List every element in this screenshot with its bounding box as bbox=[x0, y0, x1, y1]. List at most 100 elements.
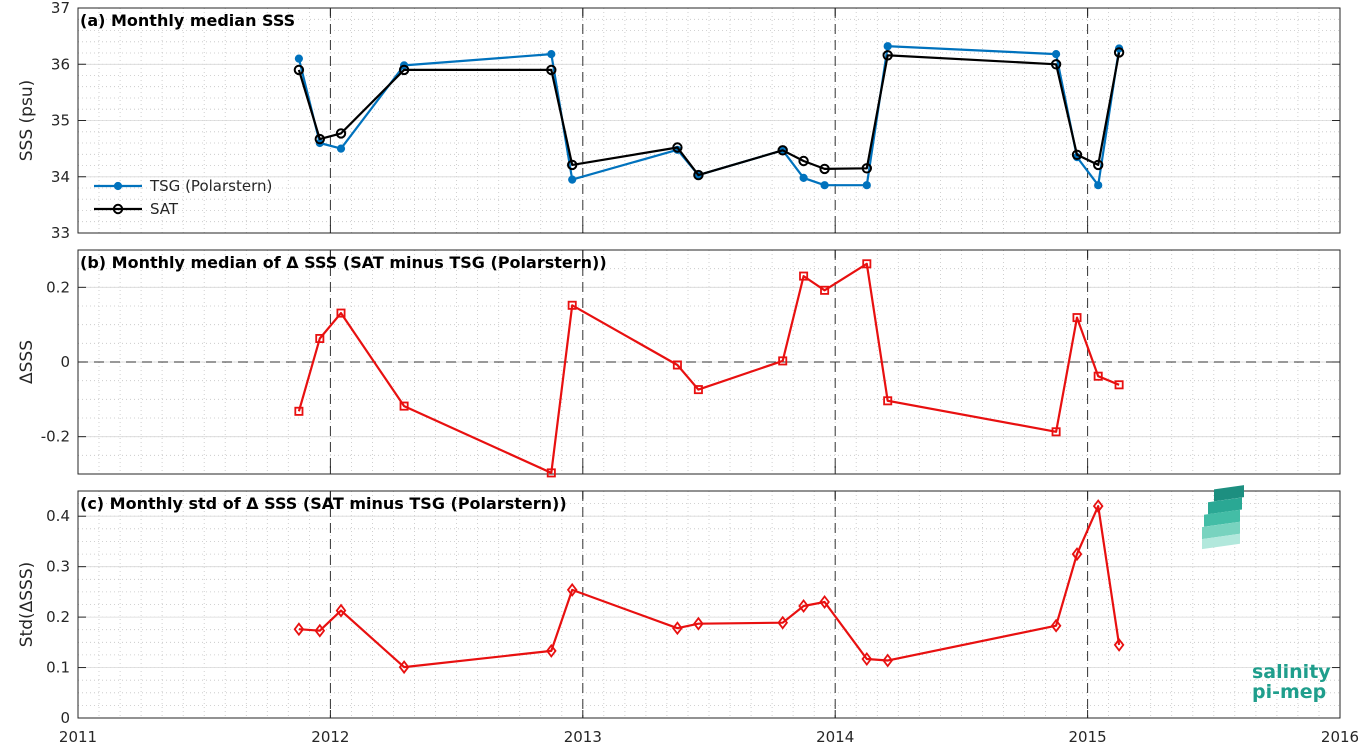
data-point bbox=[672, 621, 683, 636]
data-point bbox=[777, 615, 789, 630]
legend-entry: TSG (Polarstern) bbox=[149, 177, 272, 195]
data-point bbox=[545, 643, 557, 658]
grid bbox=[78, 491, 1340, 718]
data-point bbox=[294, 406, 304, 416]
data-point bbox=[1050, 59, 1062, 70]
series-line bbox=[297, 52, 1121, 177]
data-point bbox=[882, 50, 893, 61]
data-point bbox=[862, 181, 871, 190]
series-line bbox=[297, 262, 1120, 474]
data-point bbox=[1071, 149, 1083, 161]
y-axis-label: ΔSSS bbox=[17, 340, 37, 384]
data-point bbox=[546, 64, 557, 76]
x-tick-label: 2014 bbox=[816, 728, 854, 745]
data-point bbox=[1052, 50, 1061, 59]
data-point bbox=[1113, 637, 1125, 652]
x-tick-label: 2013 bbox=[564, 728, 602, 745]
logo-line2: pi-mep bbox=[1252, 681, 1326, 703]
data-point bbox=[335, 603, 347, 618]
y-tick-label: 0.2 bbox=[46, 608, 70, 626]
data-point bbox=[819, 163, 830, 175]
data-point bbox=[1050, 618, 1062, 633]
y-axis-label: SSS (psu) bbox=[17, 80, 37, 161]
panel-a: 33 34 35 36 37 SSS (psu) (a) Monthly median SS… bbox=[17, 0, 1341, 242]
y-tick-label: 37 bbox=[51, 0, 70, 17]
data-point bbox=[547, 50, 556, 59]
data-point bbox=[1114, 380, 1124, 390]
data-point bbox=[1093, 159, 1104, 171]
data-point bbox=[883, 396, 893, 406]
data-point bbox=[315, 333, 325, 343]
series-delta-c bbox=[293, 499, 1125, 675]
y-tick-label: -0.2 bbox=[41, 428, 70, 446]
data-point bbox=[1071, 547, 1083, 562]
data-point bbox=[1051, 427, 1061, 437]
data-point bbox=[693, 169, 704, 181]
data-point bbox=[778, 356, 788, 366]
data-point bbox=[883, 42, 892, 51]
legend: TSG (Polarstern) SAT bbox=[94, 177, 272, 218]
panel-title: (c) Monthly std of Δ SSS (SAT minus TSG … bbox=[80, 494, 567, 513]
data-point bbox=[293, 622, 305, 637]
data-point bbox=[861, 163, 872, 174]
x-tick-label: 2012 bbox=[311, 728, 349, 745]
axes-box bbox=[77, 490, 1341, 719]
data-point bbox=[336, 308, 346, 318]
data-point bbox=[862, 259, 872, 269]
data-point bbox=[820, 181, 829, 190]
logo-line1: salinity bbox=[1252, 661, 1331, 683]
y-tick-label: 0.1 bbox=[46, 659, 70, 677]
y-tick-label: 36 bbox=[51, 55, 70, 73]
panels: 33 34 35 36 37 SSS (psu) (a) Monthly median SS… bbox=[17, 0, 1359, 745]
y-tick-label: 0.2 bbox=[46, 278, 70, 296]
data-point bbox=[398, 660, 410, 675]
panel-c: 0 0.1 0.2 0.3 0.4 2011 2012 2013 2014 2015 2016 Std… bbox=[17, 490, 1359, 745]
data-point bbox=[672, 142, 683, 153]
data-point bbox=[567, 300, 577, 310]
data-point bbox=[777, 145, 788, 156]
panel-title: (b) Monthly median of Δ SSS (SAT minus T… bbox=[80, 253, 607, 272]
x-tick-label: 2016 bbox=[1321, 728, 1359, 745]
y-tick-label: 0 bbox=[60, 709, 70, 727]
data-point bbox=[861, 652, 873, 666]
y-tick-label: 0.4 bbox=[46, 507, 70, 525]
y-tick-label: 34 bbox=[51, 168, 70, 186]
data-point bbox=[672, 360, 682, 370]
data-point bbox=[568, 175, 577, 184]
data-point bbox=[1092, 499, 1104, 514]
data-point bbox=[798, 155, 809, 167]
data-point bbox=[567, 159, 578, 171]
x-tick-label: 2011 bbox=[59, 728, 97, 745]
y-tick-label: 33 bbox=[51, 224, 70, 242]
data-point bbox=[546, 468, 556, 478]
y-tick-label: 0 bbox=[60, 353, 70, 371]
x-tick-label: 2015 bbox=[1069, 728, 1107, 745]
data-point bbox=[799, 271, 809, 281]
y-axis-label: Std(ΔSSS) bbox=[17, 562, 37, 648]
y-tick-label: 35 bbox=[51, 112, 70, 130]
data-point bbox=[820, 285, 830, 295]
data-point bbox=[819, 595, 830, 609]
panel-title: (a) Monthly median SSS bbox=[80, 11, 295, 30]
legend-marker bbox=[112, 203, 124, 215]
data-point bbox=[314, 133, 325, 145]
data-point bbox=[566, 582, 578, 597]
data-point bbox=[1113, 47, 1125, 58]
data-point bbox=[335, 128, 347, 139]
data-point bbox=[293, 64, 305, 76]
year-separators bbox=[329, 8, 1089, 233]
series-line bbox=[298, 505, 1121, 669]
data-point bbox=[336, 144, 346, 153]
data-point bbox=[314, 623, 326, 638]
data-point bbox=[693, 385, 703, 395]
data-point bbox=[1094, 181, 1103, 190]
logo-mark-icon bbox=[1202, 485, 1244, 550]
data-point bbox=[399, 401, 409, 411]
data-point bbox=[799, 173, 808, 182]
data-point bbox=[693, 616, 704, 631]
data-point bbox=[882, 653, 894, 668]
salinity-pi-mep-logo: salinity pi-mep bbox=[1202, 485, 1331, 703]
legend-marker bbox=[113, 181, 123, 191]
legend-entry: SAT bbox=[150, 200, 179, 218]
